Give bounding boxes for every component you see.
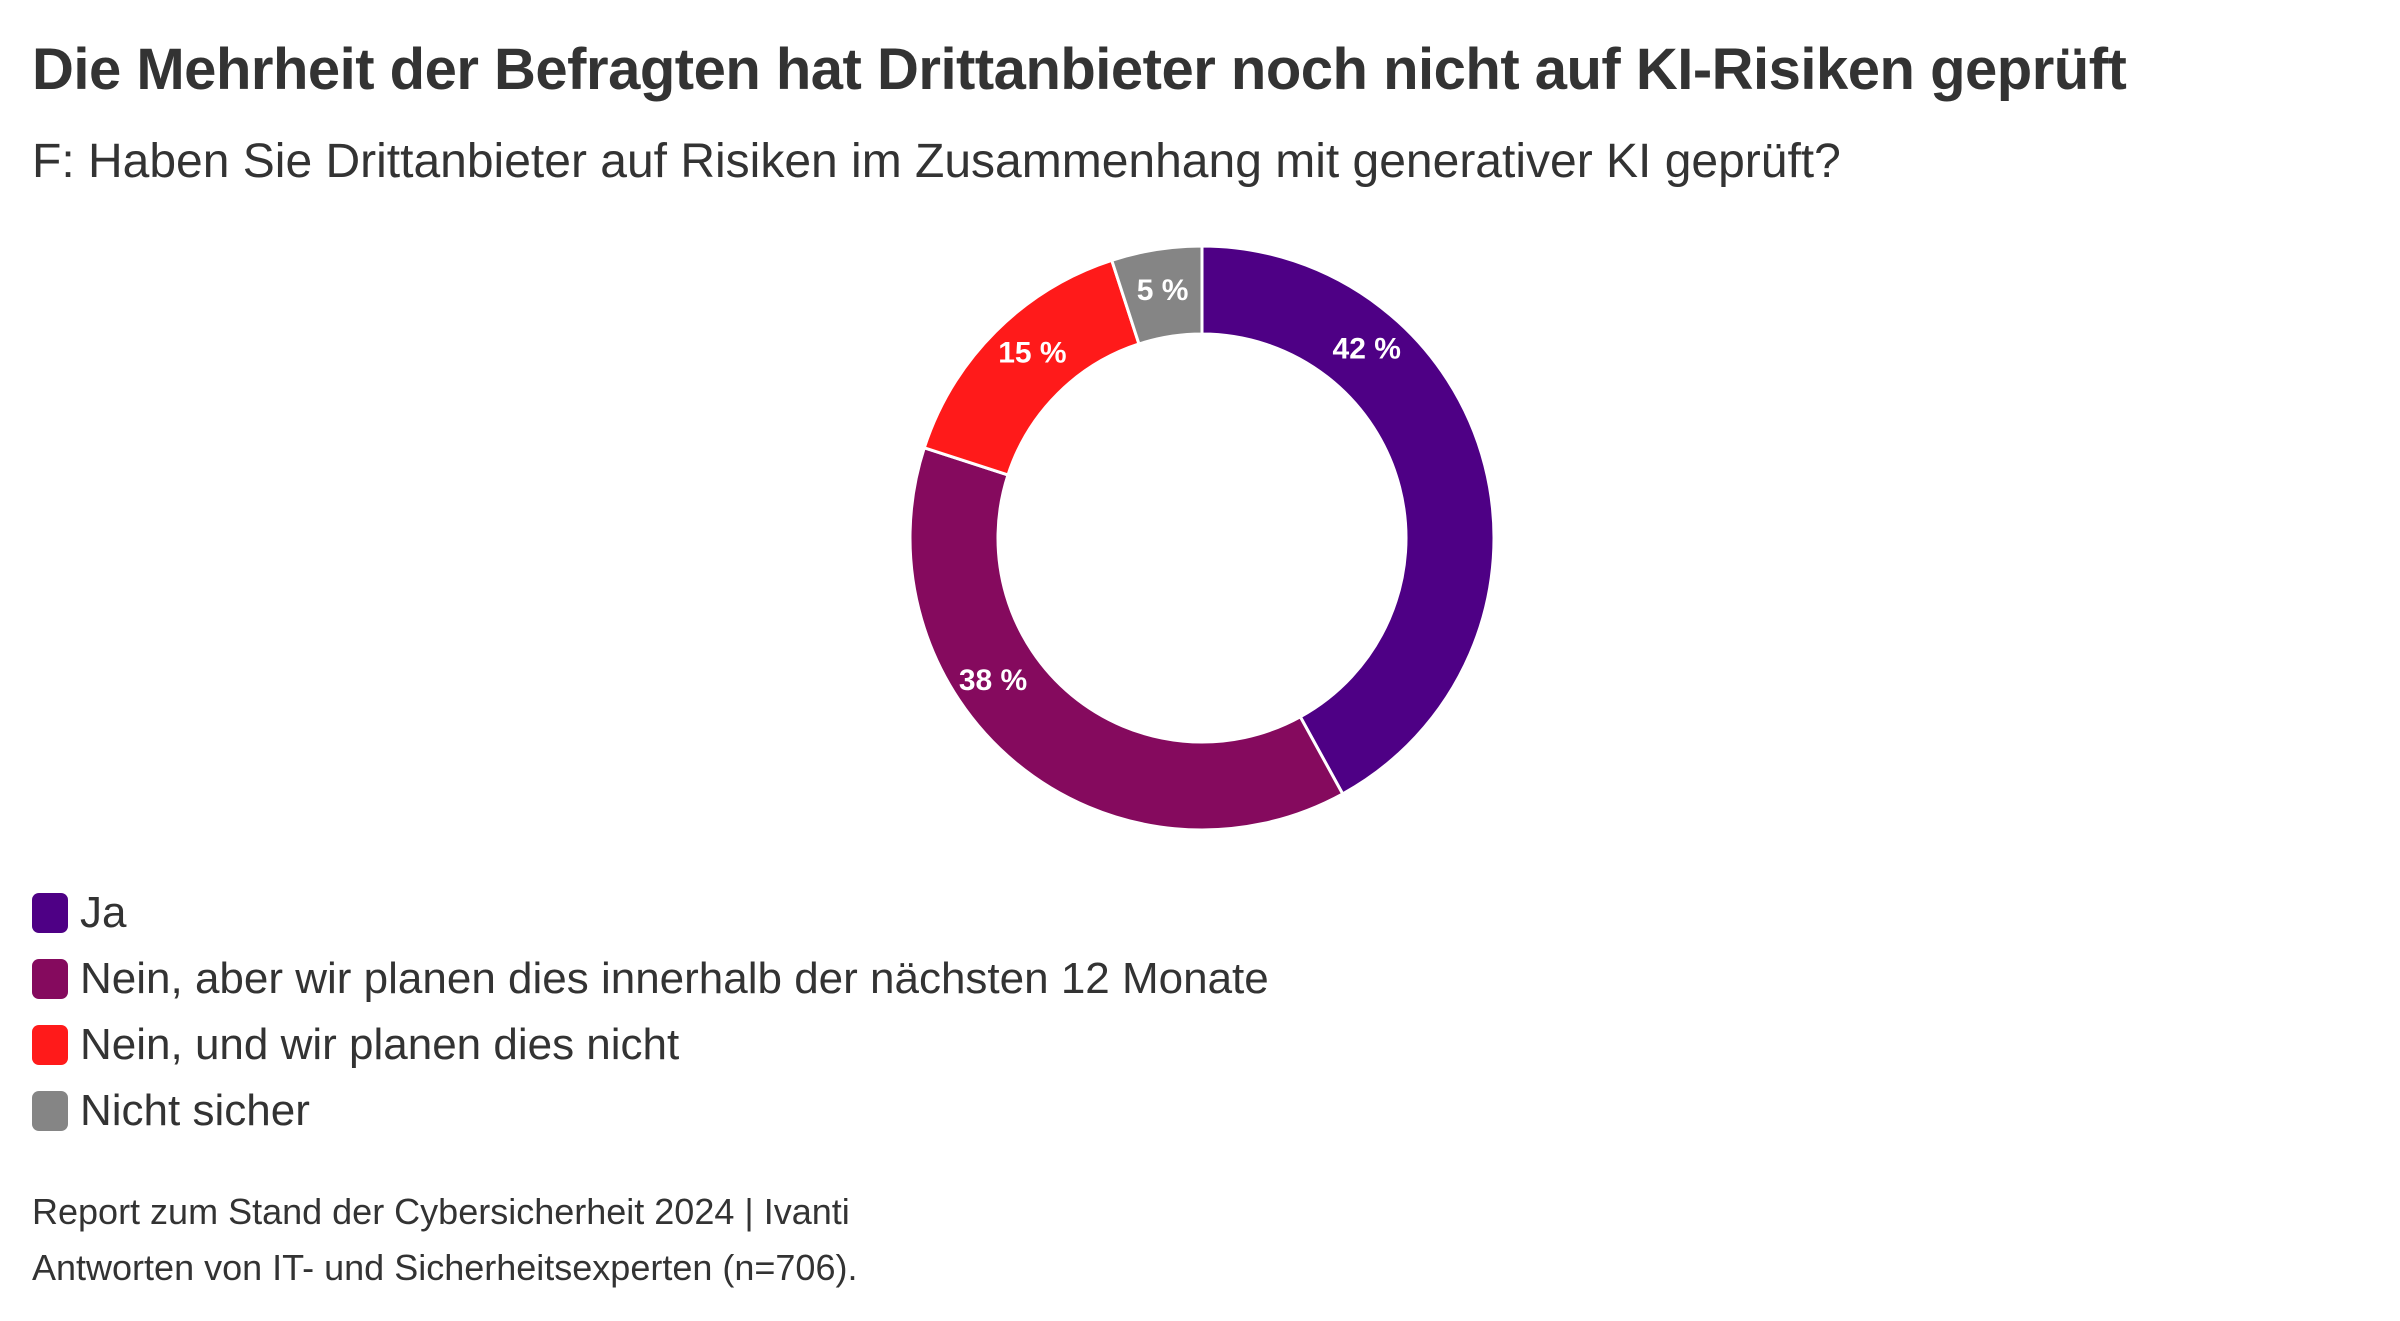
chart-subtitle: F: Haben Sie Drittanbieter auf Risiken i… xyxy=(32,135,1841,188)
source-note: Report zum Stand der Cybersicherheit 202… xyxy=(32,1191,850,1232)
donut-slice-1[interactable] xyxy=(908,445,1345,832)
donut-labels: 42 % 38 % 15 % 5 % xyxy=(959,274,1401,697)
donut-chart: 42 % 38 % 15 % 5 % xyxy=(908,244,1496,832)
donut-slice-0[interactable] xyxy=(1200,244,1496,796)
legend-label: Ja xyxy=(80,888,127,937)
legend-item-nein-geplant[interactable]: Nein, aber wir planen dies innerhalb der… xyxy=(32,946,1269,1012)
chart-title: Die Mehrheit der Befragten hat Drittanbi… xyxy=(32,37,2127,102)
legend-label: Nicht sicher xyxy=(80,1086,310,1135)
legend-item-ja[interactable]: Ja xyxy=(32,880,1269,946)
legend-label: Nein, aber wir planen dies innerhalb der… xyxy=(80,954,1269,1003)
legend-swatch xyxy=(32,959,68,999)
donut-slices xyxy=(908,244,1496,832)
slice-value-label-2: 15 % xyxy=(998,337,1066,370)
legend-swatch xyxy=(32,1091,68,1131)
slice-value-label-0: 42 % xyxy=(1333,332,1401,365)
legend-item-nicht-sicher[interactable]: Nicht sicher xyxy=(32,1078,1269,1144)
slice-value-label-3: 5 % xyxy=(1137,274,1189,307)
legend-swatch xyxy=(32,893,68,933)
slice-value-label-1: 38 % xyxy=(959,664,1027,697)
legend-item-nein-nicht-geplant[interactable]: Nein, und wir planen dies nicht xyxy=(32,1012,1269,1078)
donut-slice-3[interactable] xyxy=(1109,244,1204,346)
legend: Ja Nein, aber wir planen dies innerhalb … xyxy=(32,880,1269,1144)
footer: Report zum Stand der Cybersicherheit 202… xyxy=(32,1184,857,1296)
legend-swatch xyxy=(32,1025,68,1065)
sample-note: Antworten von IT- und Sicherheitsexperte… xyxy=(32,1247,858,1288)
legend-label: Nein, und wir planen dies nicht xyxy=(80,1020,680,1069)
